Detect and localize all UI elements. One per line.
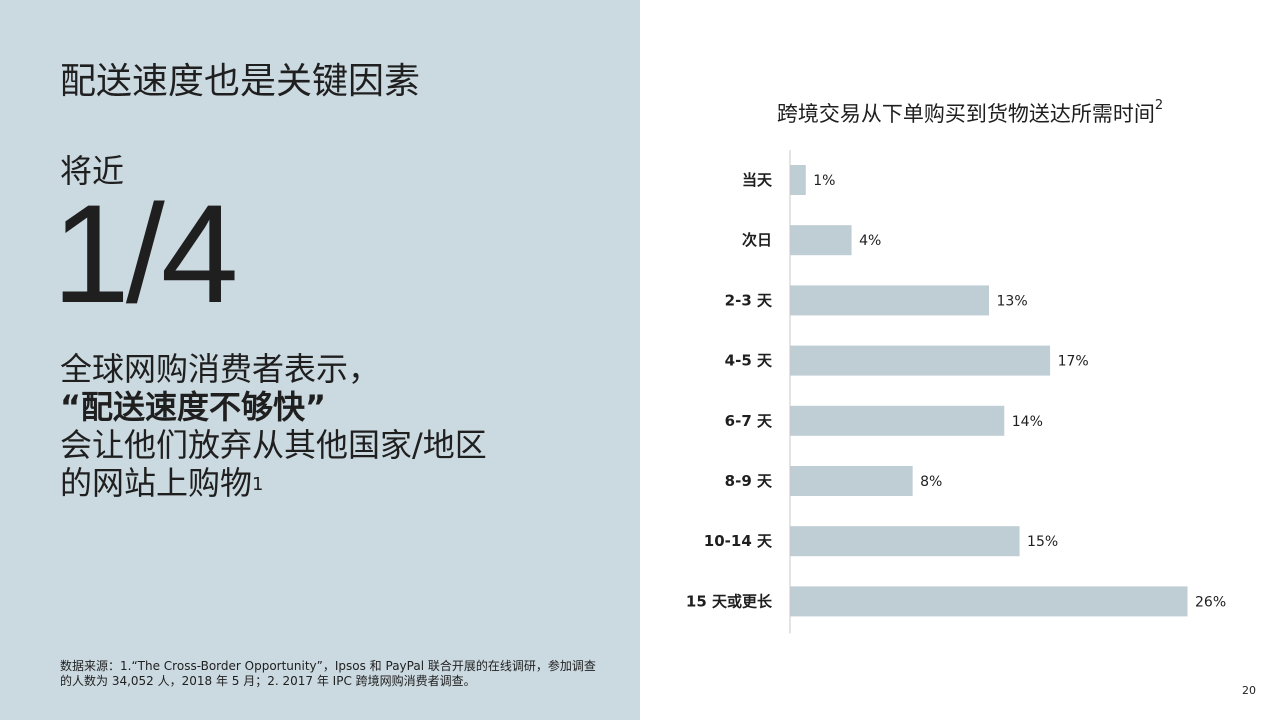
value-label: 13%	[997, 293, 1028, 309]
stat-desc-line-1: 全球网购消费者表示，	[60, 350, 381, 388]
bar	[790, 586, 1188, 617]
value-label: 15%	[1027, 534, 1058, 550]
bar	[790, 165, 806, 195]
left-panel	[0, 0, 640, 720]
value-label: 8%	[920, 474, 942, 490]
category-label: 当天	[742, 171, 773, 189]
bar	[790, 466, 913, 496]
value-label: 17%	[1058, 354, 1089, 370]
source-note-line-1: 数据来源：1.“The Cross-Border Opportunity”，Ip…	[60, 659, 596, 673]
category-label: 15 天或更长	[686, 592, 773, 610]
value-label: 26%	[1195, 594, 1226, 610]
stat-number: 1/4	[52, 175, 239, 332]
slide-title: 配送速度也是关键因素	[60, 61, 421, 102]
category-label: 2-3 天	[725, 291, 773, 309]
category-label: 4-5 天	[725, 352, 773, 370]
category-label: 10-14 天	[704, 532, 773, 550]
stat-desc-line-2: “配送速度不够快”	[60, 388, 327, 426]
bar	[790, 405, 1005, 436]
bar-chart: 当天 1% 次日 4% 2-3 天 13% 4-5 天 17% 6-7 天 14% 8-9 天 8% 1…	[686, 150, 1226, 634]
chart-title: 跨境交易从下单购买到货物送达所需时间2	[700, 98, 1240, 128]
value-label: 4%	[859, 233, 881, 249]
stat-desc-line-4: 的网站上购物	[60, 464, 253, 502]
value-label: 1%	[813, 173, 835, 189]
bar	[790, 526, 1020, 557]
footnote-ref-2: 2	[1154, 98, 1164, 113]
category-label: 次日	[742, 231, 772, 249]
stat-description: 全球网购消费者表示， “配送速度不够快” 会让他们放弃从其他国家/地区 的网站上…	[60, 350, 620, 502]
bar	[790, 285, 989, 316]
page-number: 20	[1242, 684, 1256, 697]
bar	[790, 225, 852, 256]
source-note-line-2: 的人数为 34,052 人，2018 年 5 月；2. 2017 年 IPC 跨…	[60, 674, 476, 688]
footnote-ref-1: 1	[252, 474, 264, 495]
source-note: 数据来源：1.“The Cross-Border Opportunity”，Ip…	[60, 659, 620, 689]
value-label: 14%	[1012, 414, 1043, 430]
category-label: 8-9 天	[725, 472, 773, 490]
bar	[790, 345, 1051, 376]
stat-desc-line-4-wrap: 的网站上购物1	[60, 464, 620, 502]
category-label: 6-7 天	[725, 412, 773, 430]
chart-title-text: 跨境交易从下单购买到货物送达所需时间	[776, 102, 1155, 126]
stat-desc-line-3: 会让他们放弃从其他国家/地区	[60, 426, 487, 464]
stat-prefix: 将近	[60, 152, 125, 190]
